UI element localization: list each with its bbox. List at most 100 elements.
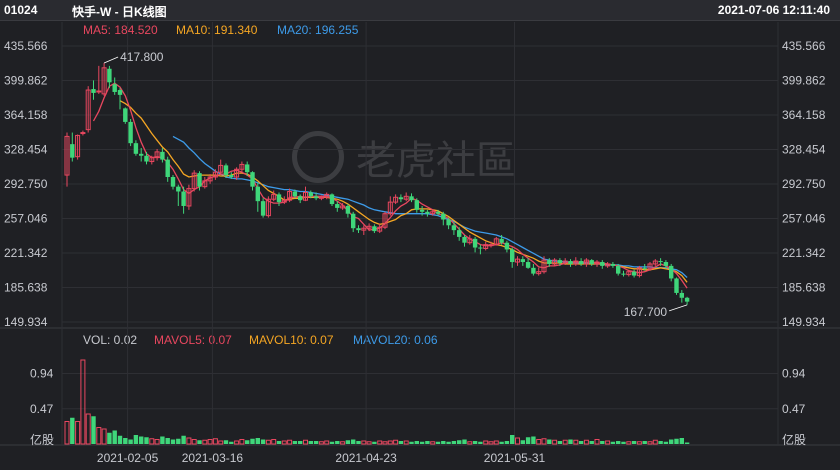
volume-bar [647,441,653,445]
candle-body [557,260,563,263]
candle-body [75,134,81,158]
candle-body [499,238,504,243]
candle-body [91,89,96,93]
date-tick: 2021-03-16 [182,451,244,465]
candle-body [547,260,552,264]
volume-bar [181,435,186,444]
price-tick-right: 185.638 [782,281,826,295]
annotations: 417.800 167.700 [103,50,688,319]
candle-body [536,271,542,275]
volume-tick-left: 0.47 [30,402,54,416]
candle-body [493,238,499,246]
candle-body [583,259,589,265]
candle-body [197,173,202,187]
candle-body [525,262,531,268]
candle-body [451,225,457,231]
candle-body [372,226,377,232]
candle-body [351,213,356,229]
volume-tick-left: 0.94 [30,367,54,381]
price-tick-right: 364.158 [782,108,826,122]
volume-bar [403,440,409,445]
volume-bar [393,439,399,445]
watermark-text: 老虎社區 [356,138,516,184]
volume-bar [64,421,70,445]
volume-bar [488,441,494,445]
vol-label: VOL: 0.02 [83,333,138,347]
volume-bar [557,441,563,444]
volume-bar [133,435,139,444]
volume-bar [318,441,324,445]
volume-tick-right: 0.47 [782,402,806,416]
candle-body [165,159,170,177]
candle-body [133,143,139,154]
volume-bar [499,441,504,444]
candle-body [287,190,293,201]
volume-bars [64,359,690,445]
volume-bar [340,441,346,445]
candle-body [324,193,330,198]
candle-body [419,209,425,212]
candle-body [430,211,436,215]
candle-body [107,68,112,83]
volume-bar [658,441,663,444]
volume-bar [313,441,319,444]
volume-bar [409,441,414,444]
volume-bar [128,439,133,444]
candle-body [229,175,234,177]
candle-body [446,219,451,226]
candle-body [255,186,260,202]
candle-body [144,155,149,162]
volume-bar [234,440,240,445]
volume-bar [684,442,690,444]
candle-body [96,90,102,93]
volume-bar [610,441,616,444]
volume-bar [398,441,404,444]
price-tick-left: 364.158 [4,108,48,122]
candle-body [340,205,346,209]
volume-bar [351,439,356,444]
volume-bar [197,440,202,444]
volume-bar [483,440,489,445]
volume-tick-right: 亿股 [782,432,806,447]
volume-bar [154,439,160,445]
volume-bar [547,439,552,444]
volume-bar [112,430,117,444]
volume-bar [419,441,425,444]
candle-body [308,192,313,197]
volume-bar [616,441,621,444]
low-pointer [668,304,688,312]
volume-bar [335,441,340,444]
volume-bar [605,440,611,445]
candle-body [276,194,282,203]
candle-body [610,263,616,266]
candle-body [483,244,489,249]
candle-body [393,196,399,203]
volume-bar [478,441,483,444]
volume-bar [642,441,647,444]
volume-bar [176,438,181,444]
volume-bar [345,440,351,444]
volume-bar [636,441,642,445]
candle-body [271,193,277,200]
candle-body [117,90,123,95]
volume-bar [292,441,298,444]
volume-bar [674,438,679,444]
volume-bar [578,441,584,444]
volume-bar [377,440,383,445]
candle-body [642,267,647,269]
volume-bar [520,440,525,444]
candle-body [562,260,568,264]
candle-body [457,230,462,237]
volume-bar [255,438,260,444]
candle-body [387,201,393,215]
candle-body [318,196,324,199]
volume-bar [457,440,462,444]
candle-body [181,191,186,206]
volume-bar [600,441,605,444]
volume-bar [212,438,218,445]
price-tick-left: 328.454 [4,143,48,157]
volume-bar [271,439,277,445]
volume-bar [372,441,377,444]
candle-body [631,271,637,276]
